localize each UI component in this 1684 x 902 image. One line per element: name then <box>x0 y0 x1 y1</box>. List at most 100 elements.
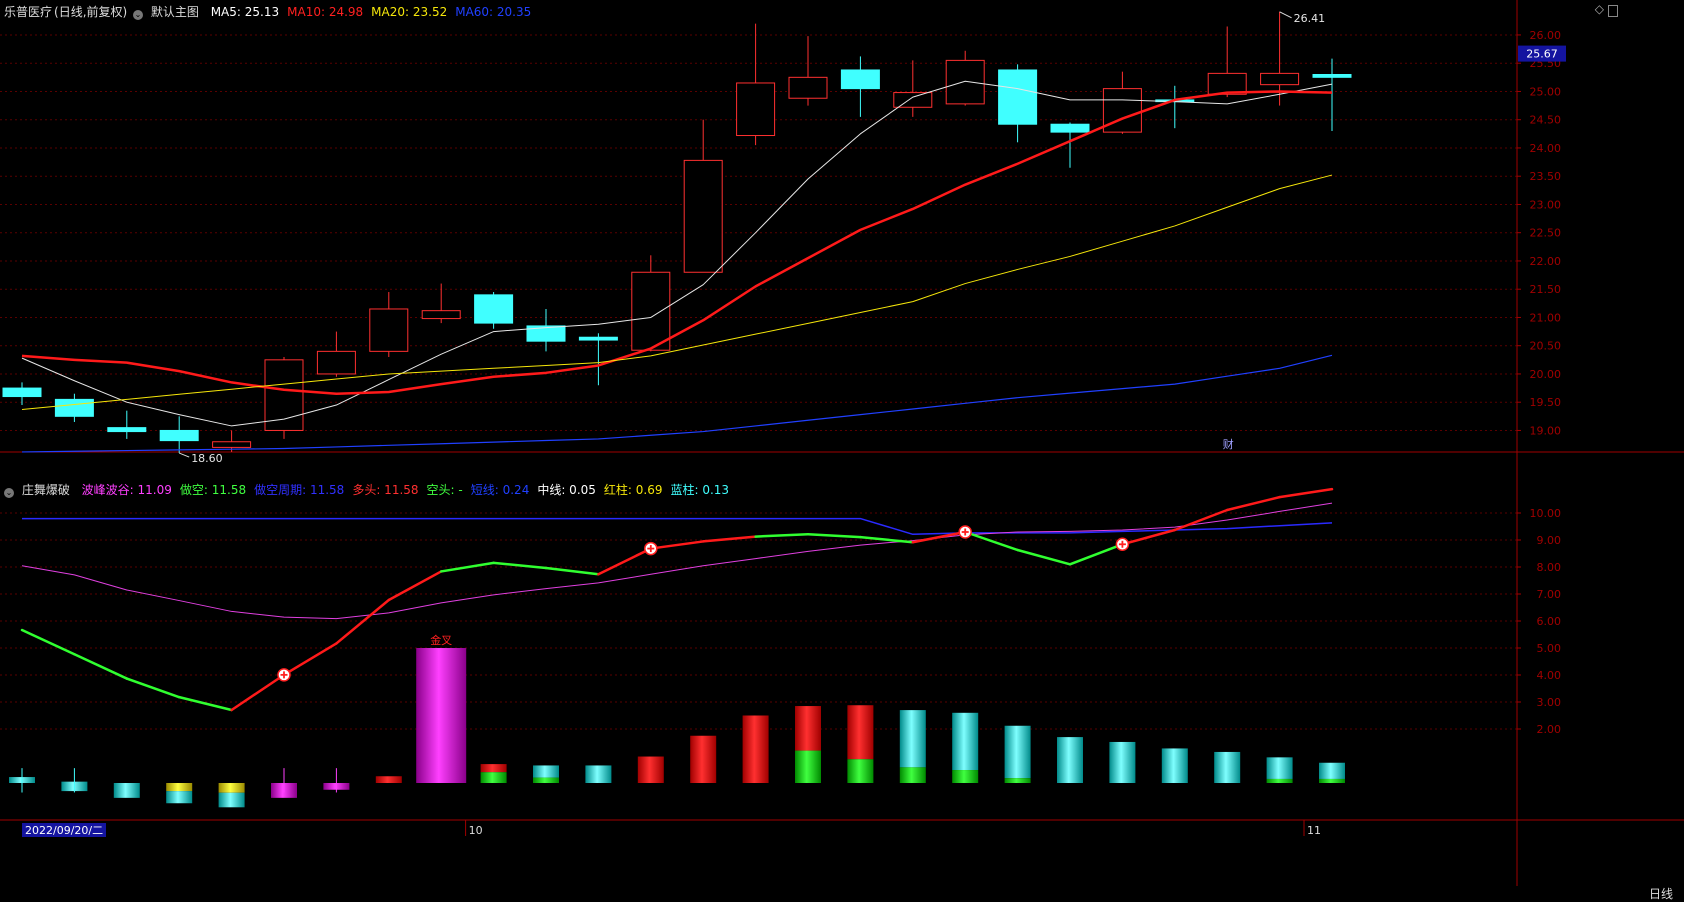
candle <box>1155 85 1195 129</box>
x-axis-tick-label: 10 <box>469 824 483 837</box>
main-y-tick-label: 23.00 <box>1530 198 1562 211</box>
candle <box>2 382 42 406</box>
indicator-bar-cyan <box>1214 751 1241 783</box>
long-short-line-segment <box>335 598 391 645</box>
indicator-bar-green <box>480 772 507 783</box>
long-short-line-segment <box>20 628 76 656</box>
indicator-bar-green <box>795 750 821 783</box>
sub-panel[interactable]: 金叉 <box>9 487 1345 808</box>
indicator-bar-cyan <box>1057 737 1083 783</box>
stock-name[interactable]: 乐普医疗 <box>4 5 53 19</box>
indicator-bar-red <box>690 735 717 783</box>
indicator-bar-green <box>899 767 926 783</box>
main-y-tick-label: 24.00 <box>1530 142 1562 155</box>
short-cycle-line <box>22 517 1333 536</box>
indicator-bar <box>585 765 612 783</box>
ma-line-ma10 <box>21 90 1333 395</box>
indicator-bar <box>952 712 979 783</box>
candle-body <box>998 69 1038 125</box>
candle <box>107 410 147 439</box>
candle <box>474 292 514 329</box>
indicator-bar-cyan <box>952 712 979 771</box>
ma-line-ma5 <box>21 80 1333 427</box>
sub-y-tick-label: 2.00 <box>1537 723 1562 736</box>
peak-trough-line <box>21 502 1333 620</box>
indicator-bar-cyan <box>585 765 612 783</box>
indicator-name[interactable]: 庄舞爆破 <box>21 483 70 497</box>
main-y-tick-label: 20.50 <box>1530 340 1562 353</box>
indicator-bar-magenta <box>416 648 467 783</box>
main-chart-name[interactable]: 默认主图 <box>150 5 199 19</box>
indicator-bar-green <box>1004 778 1031 783</box>
main-panel[interactable]: 26.41 18.60 财 <box>2 11 1352 465</box>
indicator-legend-item-4: 空头: - <box>426 483 463 497</box>
indicator-bar-green <box>1319 778 1345 783</box>
sub-y-tick-label: 8.00 <box>1537 561 1562 574</box>
long-short-line-segment <box>701 535 757 543</box>
indicator-bar <box>1319 762 1345 783</box>
indicator-bar <box>847 705 874 783</box>
ma-legend-item-0: MA5: 25.13 <box>210 5 280 19</box>
long-short-line-segment <box>1225 495 1281 512</box>
indicator-bar <box>795 706 821 783</box>
buy-signal-icon <box>958 525 972 539</box>
main-y-tick-label: 26.00 <box>1530 29 1562 42</box>
indicator-bar <box>1004 725 1031 783</box>
chevron-down-icon[interactable]: ⌄ <box>4 488 14 498</box>
scroll-handle[interactable] <box>1608 5 1618 17</box>
candle <box>1312 58 1352 131</box>
long-short-line-segment <box>1173 508 1229 532</box>
high-pointer <box>1279 11 1292 19</box>
ma-legend-item-1: MA10: 24.98 <box>287 5 364 19</box>
long-short-line-segment <box>439 561 495 573</box>
long-short-line-segment <box>859 535 915 544</box>
main-y-tick-label: 25.00 <box>1530 85 1562 98</box>
long-short-line-segment <box>125 677 181 699</box>
chevron-down-icon[interactable]: ⌄ <box>133 10 144 20</box>
indicator-bar-red <box>637 756 664 783</box>
candle-body <box>474 294 514 324</box>
chart-mode: (日线,前复权) <box>54 5 128 19</box>
main-y-tick-label: 19.00 <box>1530 424 1562 437</box>
long-short-line-segment <box>177 695 233 712</box>
indicator-bar <box>480 764 507 783</box>
candle-body <box>736 82 776 137</box>
candle <box>159 416 199 454</box>
main-y-tick-label: 23.50 <box>1530 170 1562 183</box>
indicator-legend-item-5: 短线: 0.24 <box>470 483 530 497</box>
long-short-line-segment <box>282 642 338 677</box>
sub-header: ⌄ 庄舞爆破 波峰波谷: 11.09 做空: 11.58 做空周期: 11.58 多头… <box>4 481 737 498</box>
period-label[interactable]: 日线 <box>1648 887 1673 901</box>
candle <box>54 393 94 422</box>
candle <box>1207 26 1247 98</box>
long-short-line-segment <box>806 533 862 539</box>
long-short-line-segment <box>1016 548 1072 566</box>
financial-report-marker: 财 <box>1223 437 1234 451</box>
settings-diamond-icon[interactable]: ◇ <box>1594 2 1604 16</box>
candle-body <box>683 159 723 273</box>
indicator-bar <box>690 735 717 783</box>
buy-signal-icon <box>277 668 291 682</box>
long-short-line-segment <box>963 530 1019 552</box>
candle-body <box>1260 72 1300 86</box>
main-y-tick-label: 22.00 <box>1530 255 1562 268</box>
axis-layer: 19.00 19.50 20.00 20.50 21.00 21.50 22.00 22.50… <box>22 29 1566 837</box>
candle-body <box>945 59 985 105</box>
indicator-legend-item-1: 做空: 11.58 <box>179 483 247 497</box>
candle <box>578 333 618 386</box>
current-price-tag <box>1518 45 1566 62</box>
long-short-line-segment <box>544 566 600 576</box>
low-pointer <box>179 452 190 458</box>
sub-y-tick-label: 6.00 <box>1537 615 1562 628</box>
candle-body <box>578 336 618 341</box>
indicator-bar-cyan <box>1004 725 1031 779</box>
indicator-bar <box>637 756 664 783</box>
indicator-bar-cyan <box>533 765 559 778</box>
indicator-bar <box>218 783 245 808</box>
indicator-bar-green <box>533 777 559 783</box>
start-date-label: 2022/09/20/二 <box>25 824 103 837</box>
candle <box>893 60 933 117</box>
indicator-legend-item-6: 中线: 0.05 <box>537 483 596 497</box>
sub-y-tick-label: 3.00 <box>1537 696 1562 709</box>
